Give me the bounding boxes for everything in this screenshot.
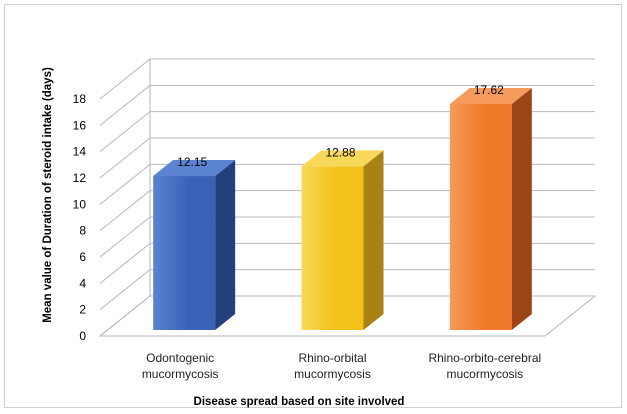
bar-front xyxy=(153,176,216,330)
grid-line-side xyxy=(99,242,151,284)
bars xyxy=(153,88,532,331)
y-tick-label: 8 xyxy=(79,224,86,238)
grid-line-side xyxy=(99,58,151,100)
x-axis-title: Disease spread based on site involved xyxy=(194,396,405,408)
bar-value-label: 12.15 xyxy=(177,155,207,169)
y-tick-label: 14 xyxy=(73,145,87,159)
bar-side xyxy=(215,160,236,330)
bar-value-label: 12.88 xyxy=(325,145,355,159)
x-category-label: Odontogenic xyxy=(146,351,214,365)
y-tick-label: 4 xyxy=(79,276,86,290)
grid-line-side xyxy=(99,137,151,179)
chart-floor xyxy=(98,295,597,337)
x-category-label: mucormycosis xyxy=(446,367,523,381)
x-axis-categories: Odontogenic mucormycosis Rhino-orbital muco… xyxy=(142,351,541,381)
grid-line-side xyxy=(99,163,151,205)
y-tick-label: 18 xyxy=(73,92,87,106)
x-category-label: mucormycosis xyxy=(142,367,219,381)
grid-line-side xyxy=(99,111,151,153)
bar-top xyxy=(153,160,236,177)
y-tick-label: 12 xyxy=(73,171,87,185)
x-category-label: Rhino-orbito-cerebral xyxy=(428,351,541,365)
bar-front xyxy=(301,166,364,330)
y-tick-label: 2 xyxy=(79,303,86,317)
chart-frame: 0 2 4 6 8 10 12 14 16 18 12.15 12.88 17.62 Odontoge… xyxy=(4,4,622,408)
y-axis-title: Mean value of Duration of steroid intake… xyxy=(42,67,54,323)
bar-chart: 0 2 4 6 8 10 12 14 16 18 12.15 12.88 17.62 Odontoge… xyxy=(42,58,597,408)
bar-top xyxy=(301,150,384,167)
y-tick-label: 10 xyxy=(73,197,87,211)
y-tick-label: 16 xyxy=(73,118,87,132)
y-tick-label: 0 xyxy=(79,329,86,343)
bar-value-label: 17.62 xyxy=(474,83,504,97)
bar-top xyxy=(449,88,532,105)
grid-line-side xyxy=(99,84,151,126)
y-tick-label: 6 xyxy=(79,250,86,264)
value-labels: 12.15 12.88 17.62 xyxy=(177,83,504,169)
bar-front xyxy=(449,104,512,331)
x-category-label: mucormycosis xyxy=(294,367,371,381)
bar-side xyxy=(363,150,384,330)
bar-side xyxy=(511,88,532,331)
y-axis-ticks: 0 2 4 6 8 10 12 14 16 18 xyxy=(73,92,87,343)
grid-line-side xyxy=(99,190,151,232)
grid-line-side xyxy=(99,216,151,258)
x-category-label: Rhino-orbital xyxy=(298,351,366,365)
grid-line-side xyxy=(99,269,151,311)
